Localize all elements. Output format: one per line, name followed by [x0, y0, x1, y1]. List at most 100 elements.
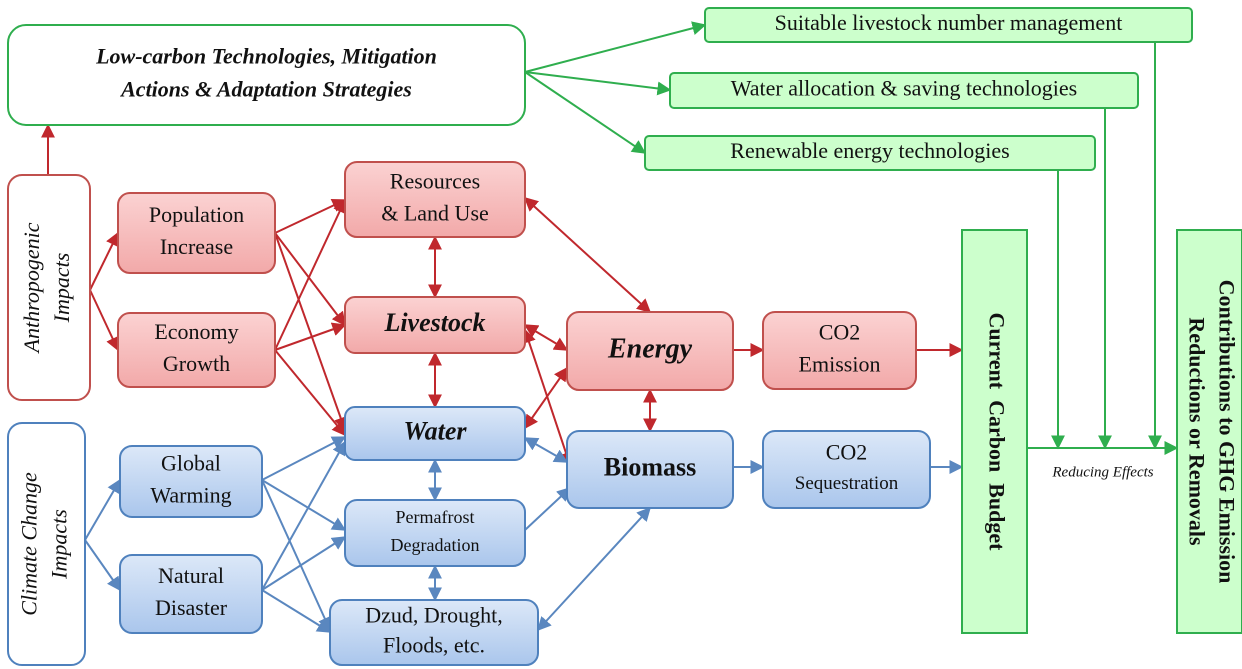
- node-box: [704, 7, 1193, 43]
- node: Water: [344, 406, 526, 461]
- arrow: [261, 536, 347, 591]
- node-label: Suitable livestock number management: [775, 10, 1123, 35]
- node: Resources & Land Use: [344, 161, 526, 238]
- node-box: [566, 311, 734, 391]
- arrow: [261, 479, 332, 632]
- arrow: [261, 589, 332, 633]
- node: Global Warming: [119, 445, 263, 518]
- node: Livestock: [344, 296, 526, 354]
- node-box: [7, 174, 91, 401]
- node-label: Floods, etc.: [383, 633, 485, 658]
- node: Permafrost Degradation: [344, 499, 526, 567]
- node-label: Dzud, Drought,: [365, 603, 502, 628]
- node-label: Emission: [799, 352, 881, 377]
- arrow: [274, 199, 347, 234]
- node-label: Impacts: [47, 509, 72, 580]
- node-label: Water: [403, 416, 467, 445]
- node-box: [1176, 229, 1242, 634]
- arrow: [537, 506, 651, 632]
- node-box: [344, 406, 526, 461]
- node-box: [344, 499, 526, 567]
- arrow: [274, 232, 348, 432]
- node-box: [119, 554, 263, 634]
- node-label: Contributions to GHG Emission: [1214, 280, 1239, 584]
- arrow: [523, 437, 569, 463]
- node: Water allocation & saving technologies: [669, 72, 1139, 109]
- arrow: [274, 198, 347, 351]
- arrow: [524, 71, 672, 96]
- node-label: Actions & Adaptation Strategies: [119, 77, 412, 102]
- arrow: [261, 440, 346, 591]
- node: Renewable energy technologies: [644, 135, 1096, 171]
- annotation: Reducing Effects: [1051, 464, 1153, 480]
- node-label: Livestock: [383, 308, 485, 337]
- node-label: Permafrost: [396, 507, 475, 527]
- node-label: Climate Change: [17, 472, 42, 616]
- node: Dzud, Drought, Floods, etc.: [329, 599, 539, 666]
- node-label: Disaster: [155, 595, 228, 620]
- arrow: [89, 289, 120, 352]
- arrow: [84, 478, 121, 541]
- node-box: [7, 24, 526, 126]
- arrow: [524, 71, 647, 154]
- node-box: [566, 430, 734, 509]
- node-box: [7, 422, 86, 666]
- node: Biomass: [566, 430, 734, 509]
- node-label: Degradation: [391, 535, 480, 555]
- arrows: [41, 21, 1179, 633]
- node-box: [669, 72, 1139, 109]
- arrow: [524, 487, 572, 531]
- node-label: CO2: [819, 320, 861, 345]
- node-label: Resources: [390, 169, 480, 194]
- node-label: Economy: [154, 319, 238, 344]
- node-box: [762, 430, 931, 509]
- node-box: [344, 296, 526, 354]
- arrow: [274, 349, 346, 437]
- node: Anthropogenic Impacts: [7, 174, 91, 401]
- arrow: [261, 479, 347, 531]
- node: Population Increase: [117, 192, 276, 274]
- node: Suitable livestock number management: [704, 7, 1193, 43]
- arrow: [261, 436, 347, 481]
- node-label: Natural: [158, 563, 224, 588]
- node-box: [344, 161, 526, 238]
- node-box: [961, 229, 1028, 634]
- arrow: [274, 322, 347, 351]
- node-label: Sequestration: [795, 473, 899, 494]
- node-label: Global: [161, 451, 221, 476]
- node: Current Carbon Budget: [961, 229, 1028, 634]
- node-box: [644, 135, 1096, 171]
- nodes: Low-carbon Technologies, Mitigation Actio…: [7, 7, 1242, 666]
- node-label: Water allocation & saving technologies: [731, 76, 1077, 101]
- arrow: [89, 231, 119, 291]
- node-label: Population: [149, 202, 244, 227]
- node: Contributions to GHG EmissionReductions …: [1176, 229, 1242, 634]
- node: CO2 Emission: [762, 311, 917, 390]
- arrow: [84, 539, 121, 592]
- node-label: Growth: [163, 351, 230, 376]
- node-box: [119, 445, 263, 518]
- node-box: [329, 599, 539, 666]
- node-label: Energy: [607, 333, 693, 364]
- node-label: Renewable energy technologies: [730, 138, 1009, 163]
- node: Climate Change Impacts: [7, 422, 86, 666]
- node-label: Low-carbon Technologies, Mitigation: [95, 44, 437, 69]
- node-label: Warming: [150, 483, 231, 508]
- node: CO2 Sequestration: [762, 430, 931, 509]
- node-label: Reductions or Removals: [1184, 317, 1209, 546]
- node-label: Impacts: [49, 253, 74, 324]
- node: Low-carbon Technologies, Mitigation Actio…: [7, 24, 526, 126]
- node-box: [117, 192, 276, 274]
- arrow: [274, 232, 346, 327]
- node-label: Current Carbon Budget: [984, 313, 1009, 552]
- node-label: Anthropogenic: [19, 222, 44, 354]
- node-label: & Land Use: [381, 201, 489, 226]
- arrow: [524, 21, 707, 73]
- node: Economy Growth: [117, 312, 276, 388]
- node-label: CO2: [826, 440, 868, 465]
- node-box: [762, 311, 917, 390]
- node: Natural Disaster: [119, 554, 263, 634]
- arrow: [524, 366, 568, 430]
- node-label: Biomass: [604, 452, 696, 481]
